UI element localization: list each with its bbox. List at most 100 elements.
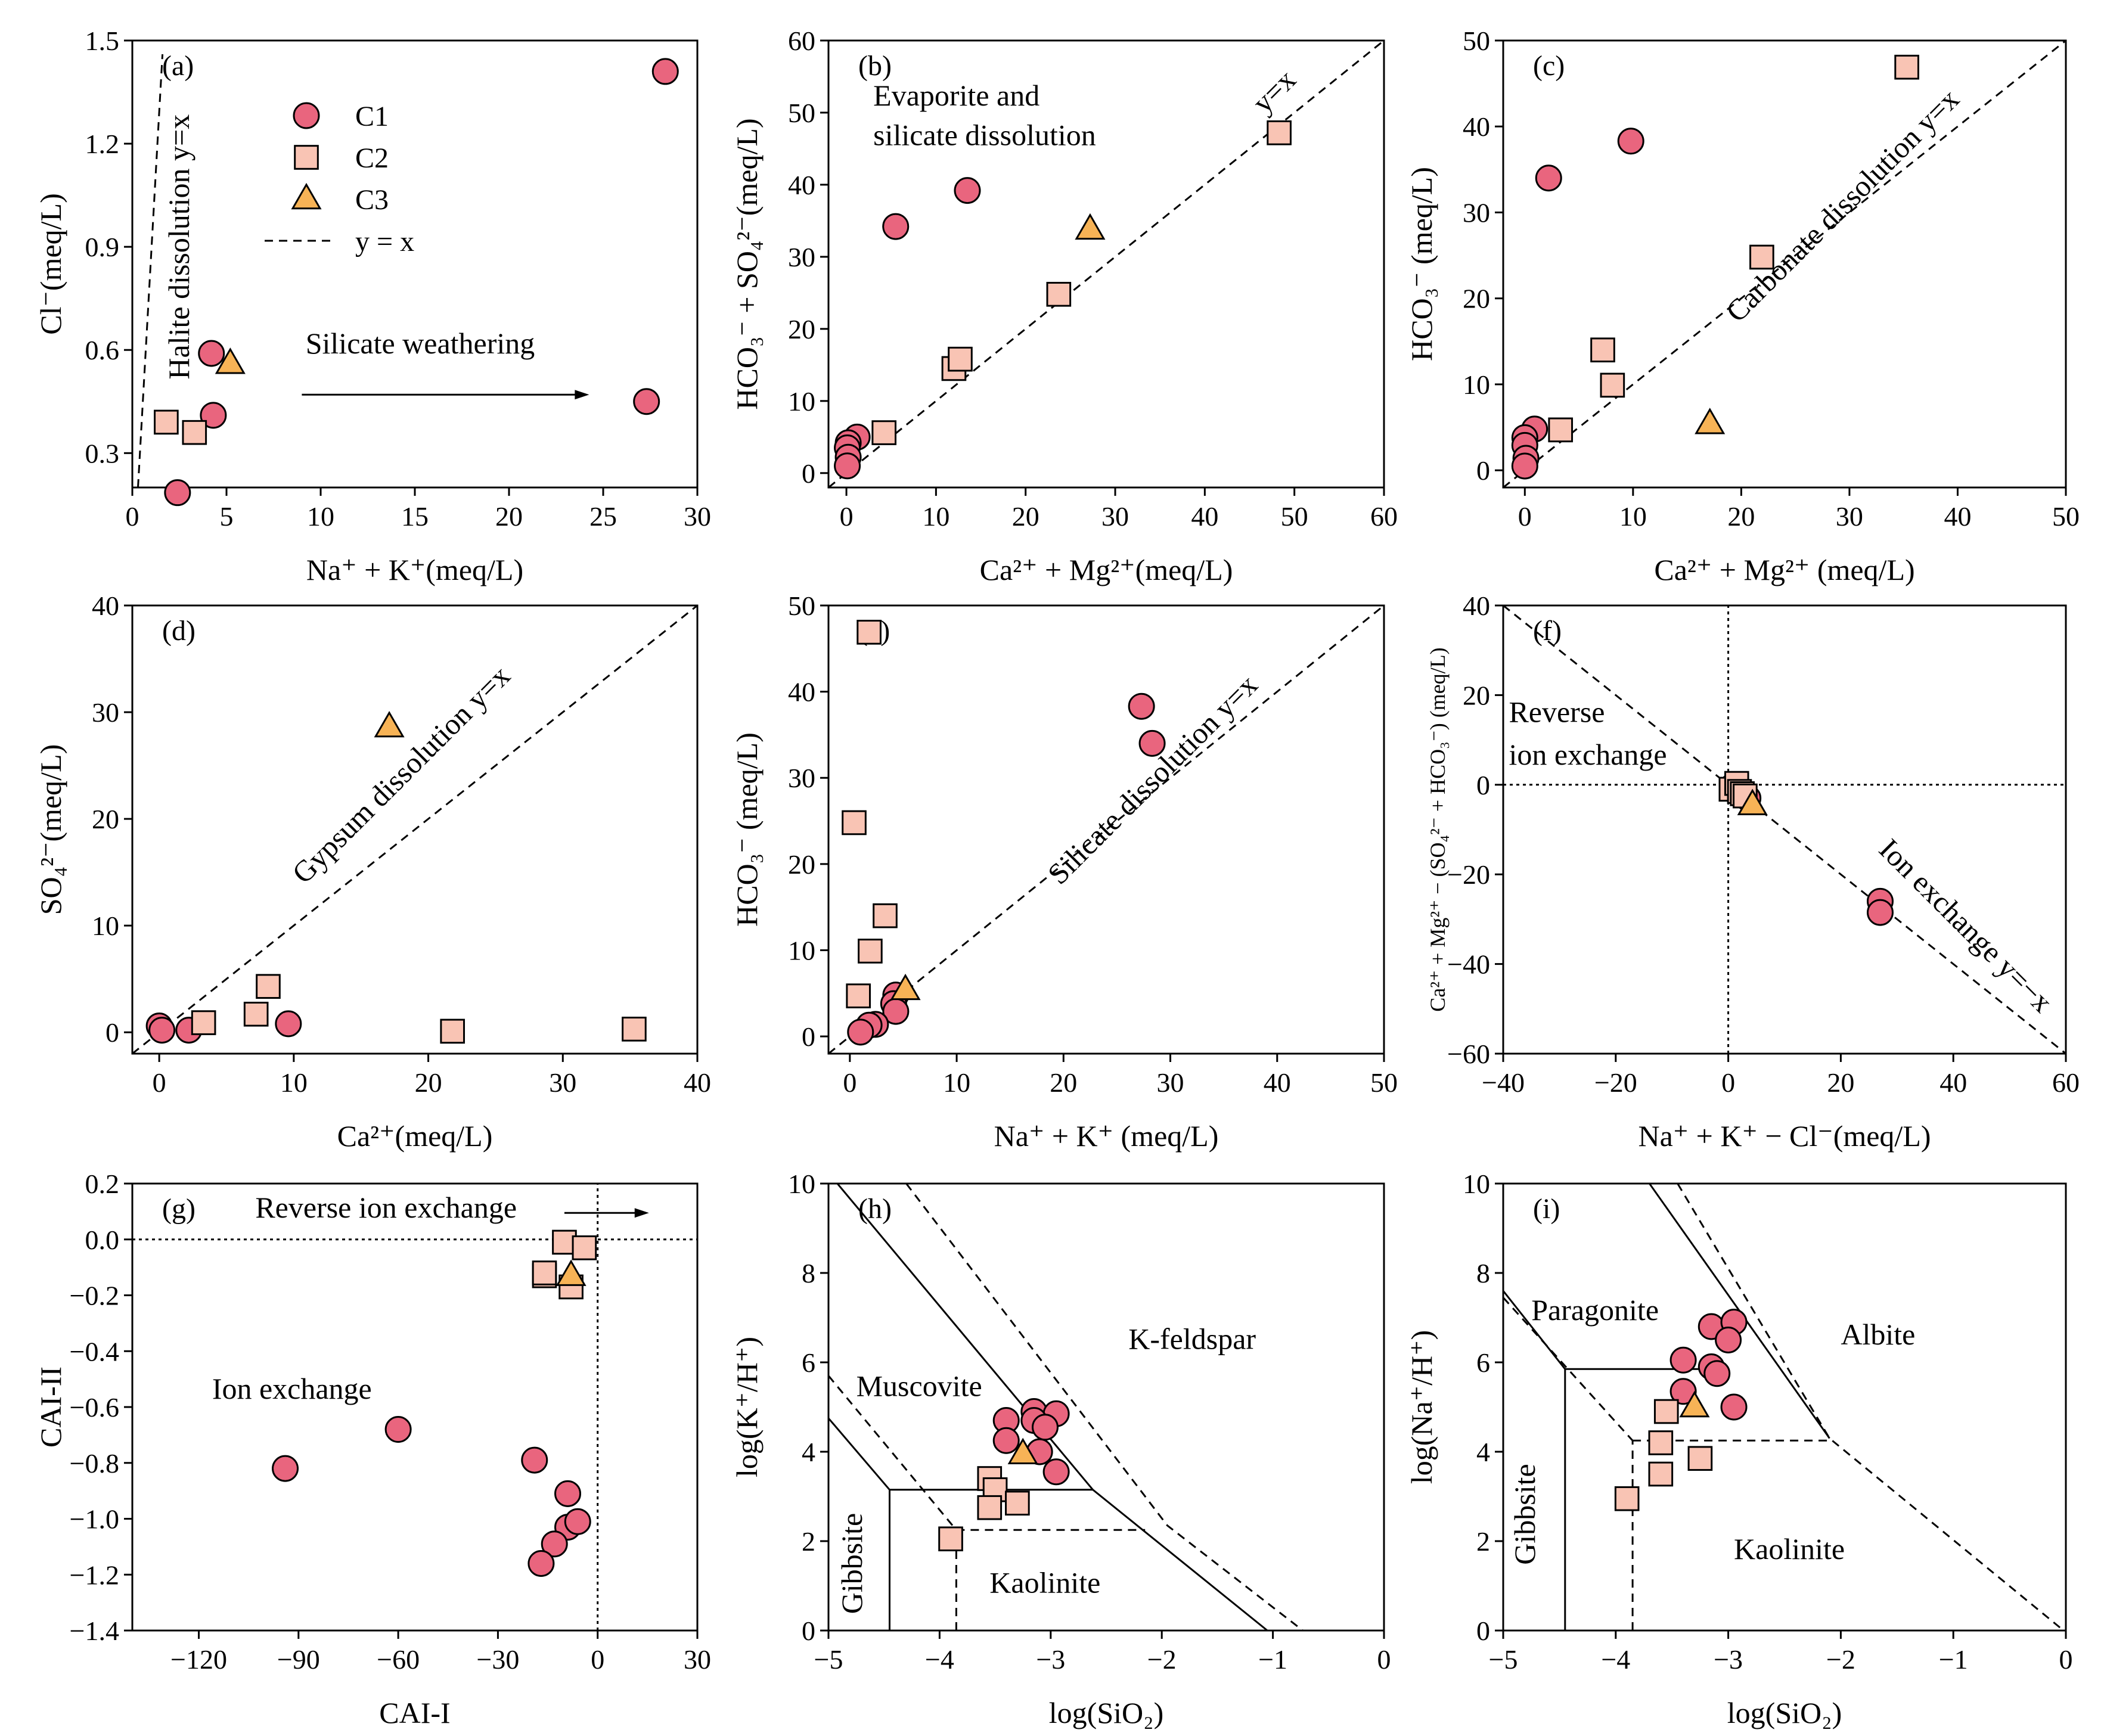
x-tick-label: 10 bbox=[307, 501, 334, 532]
point-c1-0 bbox=[1128, 692, 1155, 720]
x-axis-label: Ca²⁺ + Mg²⁺ (meq/L) bbox=[1654, 553, 1914, 586]
region-annotation: Kaolinite bbox=[989, 1566, 1100, 1599]
point-c2-2 bbox=[1687, 1446, 1713, 1471]
point-c2-3 bbox=[948, 346, 973, 372]
x-tick-label: 0 bbox=[1377, 1644, 1391, 1675]
point-c2-2 bbox=[873, 903, 898, 928]
point-c2-1 bbox=[440, 1018, 466, 1044]
x-tick-label: −40 bbox=[1482, 1067, 1525, 1098]
region-annotation: Silicate weathering bbox=[306, 327, 535, 360]
panel-label: (g) bbox=[162, 1193, 195, 1225]
point-c1-3 bbox=[148, 1017, 176, 1044]
data-markers bbox=[1511, 54, 1919, 480]
y-tick-label: 8 bbox=[802, 1258, 815, 1288]
y-tick-label: 40 bbox=[788, 170, 815, 200]
point-c2-4 bbox=[191, 1010, 216, 1035]
y-tick-label: 8 bbox=[1476, 1258, 1490, 1288]
point-c3-0 bbox=[1007, 1437, 1038, 1464]
legend-marker-c3 bbox=[291, 182, 322, 210]
point-c1-3 bbox=[633, 388, 660, 415]
y-tick-label: 4 bbox=[802, 1437, 815, 1467]
dashed-reference-line-0 bbox=[132, 605, 697, 1054]
panel-i: −5 −4 −3 −2 −1 0 0 2 4 6 8 10 log(SiO₂) log(Na⁺/H⁺) (i… bbox=[1405, 1169, 2073, 1729]
point-c1-3 bbox=[554, 1480, 582, 1507]
data-markers bbox=[834, 120, 1292, 480]
x-tick-label: 0 bbox=[126, 501, 139, 532]
y-tick-label: 0 bbox=[802, 1021, 815, 1052]
plot-frame bbox=[131, 1182, 699, 1632]
plot-frame bbox=[827, 39, 1385, 489]
x-tick-label: −5 bbox=[814, 1644, 843, 1675]
x-tick-label: 15 bbox=[401, 501, 429, 532]
data-markers bbox=[842, 620, 1166, 1046]
plot-frame bbox=[131, 604, 699, 1055]
point-c2-1 bbox=[572, 1235, 597, 1260]
legend-label: y = x bbox=[355, 226, 414, 257]
y-tick-label: 10 bbox=[1463, 1169, 1490, 1199]
data-markers bbox=[154, 58, 679, 507]
point-c1-0 bbox=[272, 1455, 299, 1482]
y-tick-label: 0.3 bbox=[85, 438, 120, 468]
point-c2-3 bbox=[858, 939, 883, 964]
y-tick-label: 50 bbox=[788, 591, 815, 621]
point-c2-2 bbox=[1590, 337, 1615, 363]
y-tick-label: 10 bbox=[788, 935, 815, 965]
reference-lines bbox=[828, 41, 1384, 487]
data-markers bbox=[145, 710, 647, 1044]
y-tick-label: −0.4 bbox=[70, 1336, 119, 1367]
point-c3-0 bbox=[1737, 788, 1768, 815]
y-tick-label: 20 bbox=[788, 314, 815, 344]
y-tick-label: 50 bbox=[788, 98, 815, 128]
point-c1-6 bbox=[834, 452, 861, 480]
x-tick-label: 30 bbox=[549, 1067, 576, 1098]
annotation-arrow-0 bbox=[564, 1208, 649, 1218]
region-annotation: Reverse ion exchange bbox=[255, 1191, 517, 1224]
y-axis-label: Cl⁻(meq/L) bbox=[34, 193, 67, 334]
point-c2-0 bbox=[622, 1016, 647, 1042]
panel-label: (f) bbox=[1533, 615, 1562, 647]
point-c1-6 bbox=[564, 1508, 591, 1535]
panel-d: 0 10 20 30 40 0 10 20 30 40 Ca²⁺(meq/L) SO₄²⁻(meq/L… bbox=[34, 591, 711, 1153]
point-c3-0 bbox=[1679, 1390, 1710, 1418]
plot-frame bbox=[827, 1182, 1385, 1632]
x-tick-label: 25 bbox=[589, 501, 617, 532]
point-c1-4 bbox=[164, 479, 191, 507]
plot-frame bbox=[1502, 604, 2067, 1055]
reference-lines bbox=[132, 1184, 697, 1631]
point-c1-6 bbox=[1669, 1378, 1697, 1405]
point-c1-0 bbox=[275, 1010, 302, 1038]
region-annotation: K-feldspar bbox=[1128, 1322, 1256, 1356]
y-axis-label: HCO₃⁻ + SO₄²⁻(meq/L) bbox=[730, 118, 764, 409]
y-tick-label: 2 bbox=[802, 1526, 815, 1557]
y-tick-label: −40 bbox=[1447, 949, 1490, 980]
point-c1-2 bbox=[200, 402, 227, 429]
region-annotation: Paragonite bbox=[1531, 1293, 1659, 1327]
x-tick-label: 30 bbox=[1101, 501, 1129, 532]
x-tick-label: −2 bbox=[1826, 1644, 1855, 1675]
point-c3-0 bbox=[556, 1259, 586, 1286]
region-annotation: Carbonate dissolution y=x bbox=[1719, 82, 1965, 328]
x-tick-label: 20 bbox=[1827, 1067, 1854, 1098]
x-tick-label: −3 bbox=[1036, 1644, 1065, 1675]
point-c1-2 bbox=[1715, 1327, 1742, 1353]
panel-h: −5 −4 −3 −2 −1 0 0 2 4 6 8 10 log(SiO₂) log(K⁺/H⁺) (h)… bbox=[730, 1169, 1391, 1729]
point-c3-0 bbox=[1695, 408, 1726, 434]
region-annotation: Albite bbox=[1841, 1318, 1915, 1351]
x-axis-label: Ca²⁺(meq/L) bbox=[337, 1119, 493, 1153]
x-tick-label: 30 bbox=[684, 501, 711, 532]
dashed-reference-line-0 bbox=[828, 605, 1384, 1054]
y-tick-label: 0 bbox=[1476, 1616, 1490, 1646]
point-c1-1 bbox=[1617, 128, 1644, 155]
panel-e: 0 10 20 30 40 50 0 10 20 30 40 50 Na⁺ + K⁺ (meq/L) HC… bbox=[730, 591, 1398, 1153]
y-tick-label: 0.2 bbox=[85, 1169, 120, 1199]
x-tick-label: 0 bbox=[840, 501, 854, 532]
legend-label: C2 bbox=[355, 142, 389, 174]
y-tick-label: 30 bbox=[92, 697, 119, 728]
x-tick-label: 30 bbox=[684, 1644, 711, 1675]
point-c2-1 bbox=[1648, 1430, 1674, 1455]
x-tick-label: 10 bbox=[922, 501, 949, 532]
point-c3-0 bbox=[374, 710, 405, 738]
data-markers bbox=[938, 1398, 1070, 1552]
point-c2-0 bbox=[1267, 120, 1292, 145]
